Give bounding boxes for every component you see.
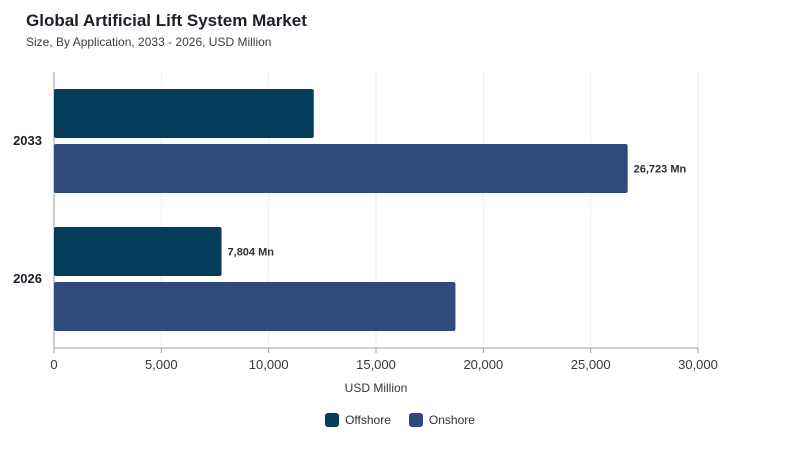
- legend-swatch-onshore: [408, 413, 423, 427]
- bar-offshore-2033: [54, 89, 314, 138]
- legend-item-offshore[interactable]: Offshore: [325, 413, 391, 427]
- x-axis-title: USD Million: [345, 381, 408, 395]
- data-label: 7,804 Mn: [228, 247, 275, 259]
- legend-label-offshore: Offshore: [345, 413, 391, 427]
- x-tick-label: 5,000: [145, 357, 178, 372]
- x-tick-label: 20,000: [463, 357, 503, 372]
- bar-onshore-2033: [54, 144, 628, 193]
- data-label: 26,723 Mn: [634, 164, 687, 176]
- y-category-label: 2033: [13, 133, 42, 148]
- x-tick-label: 25,000: [571, 357, 611, 372]
- x-tick-label: 0: [50, 357, 57, 372]
- bar-onshore-2026: [54, 282, 456, 331]
- chart-title: Global Artificial Lift System Market: [26, 11, 307, 30]
- legend-item-onshore[interactable]: Onshore: [408, 413, 475, 427]
- legend-swatch-offshore: [325, 413, 340, 427]
- legend-label-onshore: Onshore: [428, 413, 475, 427]
- x-tick-label: 30,000: [678, 357, 718, 372]
- x-tick-label: 10,000: [249, 357, 289, 372]
- bar-offshore-2026: [54, 227, 222, 276]
- x-tick-label: 15,000: [356, 357, 396, 372]
- chart-subtitle: Size, By Application, 2033 - 2026, USD M…: [26, 35, 272, 49]
- legend: Offshore Onshore: [0, 413, 800, 427]
- y-category-label: 2026: [13, 271, 42, 286]
